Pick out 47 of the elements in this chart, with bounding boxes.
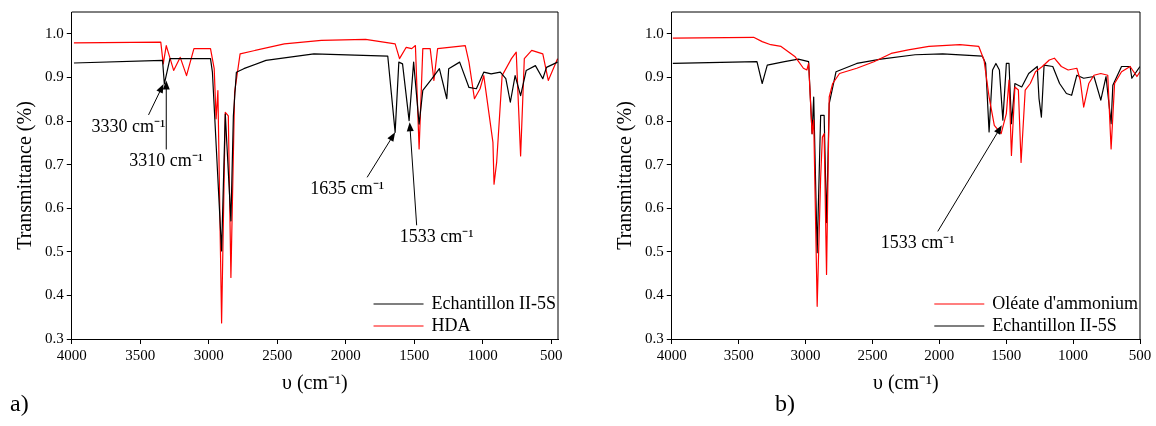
y-tick-label: 0.4 xyxy=(645,286,665,303)
y-tick-label: 0.8 xyxy=(45,111,64,128)
text: a) xyxy=(10,390,29,417)
y-axis-title: Transmittance (%) xyxy=(13,101,37,250)
x-tick-label: 3500 xyxy=(125,346,156,363)
annotation: 1533 cm⁻¹ xyxy=(399,226,474,247)
annotation: 1635 cm⁻¹ xyxy=(310,178,385,199)
y-tick-label: 0.7 xyxy=(645,155,665,172)
y-tick-label: 0.9 xyxy=(45,68,64,85)
x-tick-label: 2500 xyxy=(262,346,293,363)
x-tick-label: 1500 xyxy=(399,346,430,363)
y-tick-label: 0.8 xyxy=(645,111,664,128)
y-tick-label: 0.4 xyxy=(45,286,65,303)
x-tick-label: 3000 xyxy=(193,346,224,363)
y-tick-label: 1.0 xyxy=(45,24,64,41)
legend-label: Echantillon II-5S xyxy=(992,314,1117,335)
x-tick-label: 500 xyxy=(539,346,563,363)
y-tick-label: 0.5 xyxy=(645,242,664,259)
x-tick-label: 2000 xyxy=(330,346,361,363)
text: b) xyxy=(775,390,795,417)
annotation: 1533 cm⁻¹ xyxy=(880,232,955,253)
x-tick-label: 2500 xyxy=(857,346,888,363)
y-tick-label: 0.9 xyxy=(645,68,664,85)
x-tick-label: 3500 xyxy=(723,346,754,363)
y-axis-title: Transmittance (%) xyxy=(613,101,637,250)
y-tick-label: 0.6 xyxy=(45,199,65,216)
y-tick-label: 0.5 xyxy=(45,242,64,259)
legend-label: Echantillon II-5S xyxy=(431,292,557,313)
x-tick-label: 1500 xyxy=(991,346,1022,363)
annotation: 3310 cm⁻¹ xyxy=(129,150,204,171)
x-tick-label: 3000 xyxy=(790,346,821,363)
y-tick-label: 0.3 xyxy=(45,329,64,346)
x-tick-label: 2000 xyxy=(924,346,955,363)
y-tick-label: 1.0 xyxy=(645,24,664,41)
x-tick-label: 4000 xyxy=(656,346,687,363)
y-tick-label: 0.7 xyxy=(45,155,65,172)
legend-label: Oléate d'ammonium xyxy=(992,292,1139,313)
x-tick-label: 1000 xyxy=(1058,346,1089,363)
y-tick-label: 0.3 xyxy=(645,329,664,346)
x-tick-label: 4000 xyxy=(56,346,87,363)
annotation: 3330 cm⁻¹ xyxy=(91,115,166,136)
x-axis-title: υ (cm⁻¹) xyxy=(282,371,348,395)
x-axis-title: υ (cm⁻¹) xyxy=(873,371,939,395)
x-tick-label: 500 xyxy=(1128,346,1152,363)
y-tick-label: 0.6 xyxy=(645,199,665,216)
x-tick-label: 1000 xyxy=(467,346,498,363)
legend-label: HDA xyxy=(431,314,471,335)
